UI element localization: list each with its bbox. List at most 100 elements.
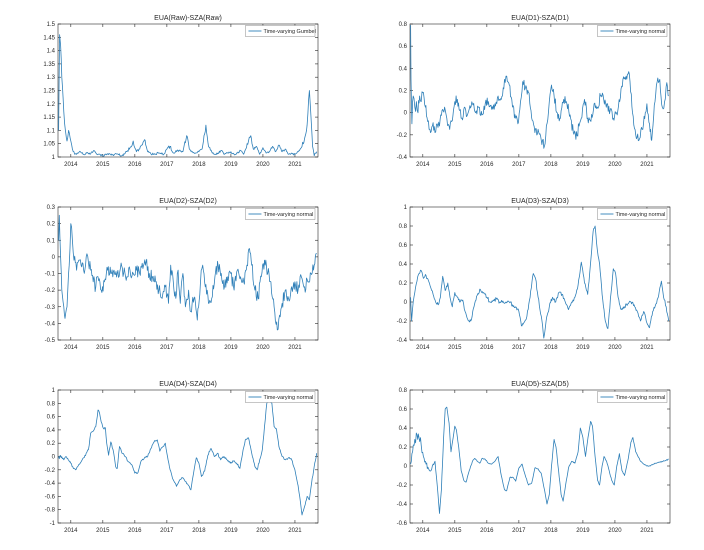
x-tick-label: 2020 [256,162,270,168]
y-tick-label: -0.2 [45,288,56,294]
y-tick-label: -0.2 [45,468,56,474]
y-tick-label: -0.6 [45,494,56,500]
y-tick-label: -1 [50,521,56,527]
x-tick-label: 2016 [128,345,142,351]
x-tick-label: 2018 [544,345,558,351]
y-tick-label: 0.6 [399,243,408,249]
y-tick-label: -0.5 [45,338,56,344]
x-tick-label: 2014 [416,162,430,168]
legend-label: Time-varying normal [263,212,313,218]
y-tick-label: 1.5 [47,22,56,28]
chart-svg: EUA(D4)-SZA(D4) 2014 2015 2016 2017 2018 2019 2… [45,381,319,534]
series-line [410,25,669,149]
y-tick-label: -0.8 [45,508,56,514]
x-tick-label: 2015 [448,528,462,534]
y-tick-label: 1 [52,155,56,161]
x-tick-label: 2016 [480,345,494,351]
y-tick-label: 0.3 [47,205,56,211]
x-tick-label: 2019 [224,162,238,168]
y-tick-label: 0.8 [399,224,408,230]
chart-svg: EUA(Raw)-SZA(Raw) 2014 2015 2016 2017 2018 201… [43,15,319,168]
x-tick-label: 2018 [544,162,558,168]
chart-svg: EUA(D2)-SZA(D2) 2014 2015 2016 2017 2018 2019 2… [45,198,319,351]
y-tick-label: 0.6 [399,44,408,50]
legend-box [245,391,316,403]
y-tick-label: 0 [404,464,408,470]
y-tick-label: 0.2 [399,281,408,287]
y-tick-label: -0.2 [397,319,408,325]
x-tick-label: 2020 [608,345,622,351]
y-tick-label: 0.4 [399,262,408,268]
y-tick-label: 0.2 [399,89,408,95]
y-tick-label: 0.8 [399,22,408,28]
series-line [58,34,318,157]
y-tick-label: 0.2 [399,445,408,451]
chart-panel-eua-d2-sza-d2: EUA(D2)-SZA(D2) 2014 2015 2016 2017 2018 2019 2… [0,183,352,366]
y-tick-label: 0.8 [47,401,56,407]
y-tick-label: 0 [404,111,408,117]
x-tick-label: 2015 [96,345,110,351]
y-tick-label: -0.4 [397,502,408,508]
chart-panel-eua-d1-sza-d1: EUA(D1)-SZA(D1) 2014 2015 2016 2017 2018 2019 2… [352,0,704,183]
y-tick-label: -0.4 [397,338,408,344]
x-tick-label: 2016 [480,528,494,534]
x-tick-label: 2017 [160,345,174,351]
chart-title: EUA(D4)-SZA(D4) [159,381,217,388]
x-tick-label: 2021 [288,528,302,534]
x-tick-label: 2014 [64,162,78,168]
y-tick-label: 1 [52,388,56,394]
y-tick-label: -0.4 [45,321,56,327]
y-tick-label: -0.2 [397,483,408,489]
legend-box [245,208,316,220]
y-tick-label: -0.2 [397,133,408,139]
legend-label: Time-varying normal [615,29,665,35]
chart-svg: EUA(D5)-SZA(D5) 2014 2015 2016 2017 2018 2019 2… [397,381,671,534]
x-tick-label: 2020 [608,162,622,168]
legend-box [245,25,316,37]
x-tick-label: 2021 [640,528,654,534]
chart-title: EUA(D5)-SZA(D5) [511,381,569,388]
y-tick-label: -0.4 [45,481,56,487]
series-line [58,214,317,331]
x-tick-label: 2018 [192,528,206,534]
x-tick-label: 2021 [640,345,654,351]
x-tick-label: 2014 [64,528,78,534]
y-tick-label: 0.6 [47,415,56,421]
y-tick-label: 0.6 [399,407,408,413]
series-line [58,399,318,516]
x-tick-label: 2014 [64,345,78,351]
x-tick-label: 2016 [128,162,142,168]
legend-box [597,25,668,37]
y-tick-label: -0.1 [45,272,56,278]
y-tick-label: 0 [404,300,408,306]
x-tick-label: 2015 [96,162,110,168]
y-tick-label: 1.1 [47,128,56,134]
series-line [410,225,670,339]
x-tick-label: 2017 [512,162,526,168]
x-tick-label: 2017 [160,528,174,534]
x-tick-label: 2014 [416,345,430,351]
legend-box [597,208,668,220]
x-tick-label: 2019 [224,528,238,534]
y-tick-label: 1.25 [43,89,55,95]
y-tick-label: 1.4 [47,49,56,55]
chart-title: EUA(D1)-SZA(D1) [511,15,569,22]
y-tick-label: -0.4 [397,155,408,161]
x-tick-label: 2018 [544,528,558,534]
x-tick-label: 2021 [640,162,654,168]
chart-panel-eua-d4-sza-d4: EUA(D4)-SZA(D4) 2014 2015 2016 2017 2018 2019 2… [0,366,352,550]
y-tick-label: 0 [52,455,56,461]
axis-box [409,389,671,524]
legend-label: Time-varying normal [615,395,665,401]
x-tick-label: 2018 [192,162,206,168]
y-tick-label: 1.05 [43,142,55,148]
y-tick-label: 0 [52,255,56,261]
axis-box [409,206,671,341]
y-tick-label: 0.2 [47,441,56,447]
x-tick-label: 2020 [256,528,270,534]
chart-title: EUA(D3)-SZA(D3) [511,198,569,205]
x-tick-label: 2021 [288,162,302,168]
x-tick-label: 2017 [512,345,526,351]
y-tick-label: -0.6 [397,521,408,527]
